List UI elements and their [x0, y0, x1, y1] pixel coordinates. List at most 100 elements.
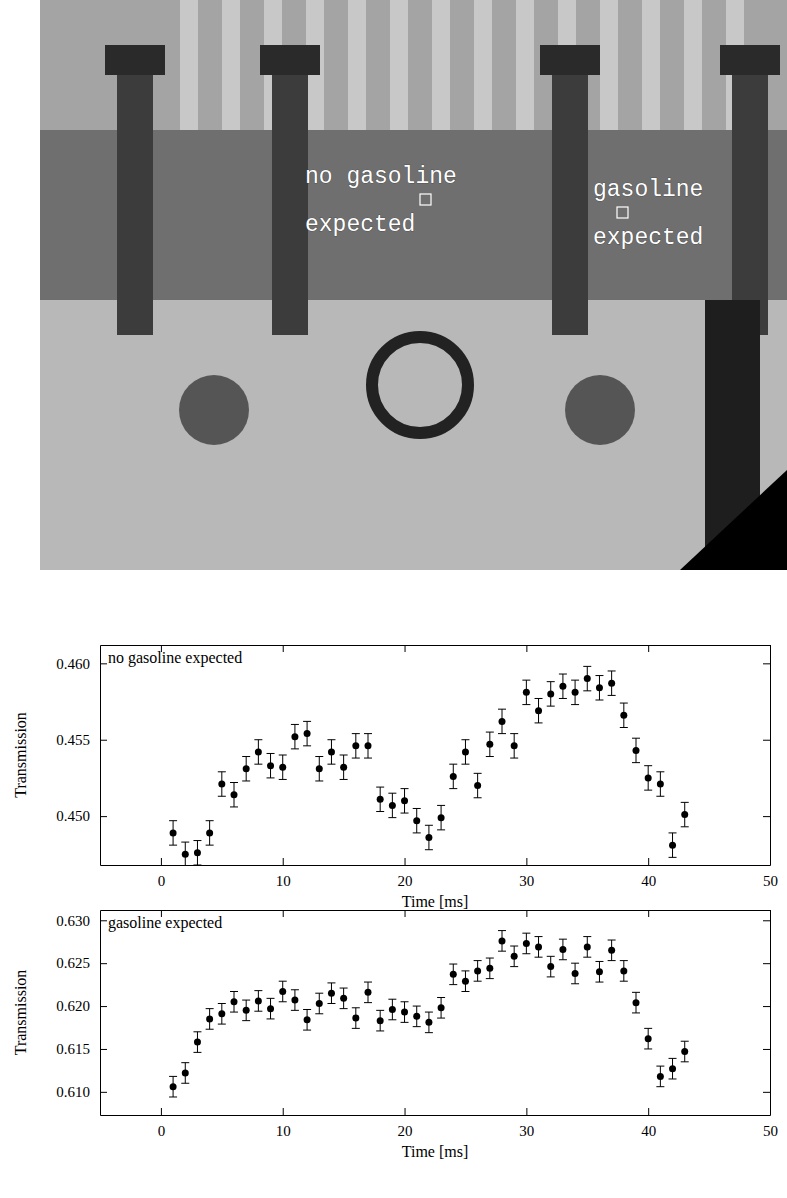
tick: 20 [398, 858, 413, 889]
tick-mark [100, 1049, 107, 1050]
error-bar [522, 680, 530, 704]
error-bar [352, 734, 360, 758]
error-bar-cap [547, 976, 555, 977]
point [279, 988, 286, 995]
error-bar-cap [315, 756, 323, 757]
point [596, 684, 603, 691]
tick-mark [283, 645, 284, 652]
error-bar-cap [279, 1001, 287, 1002]
error-bar [206, 1009, 214, 1030]
error-bar-cap [632, 738, 640, 739]
tick-mark [763, 1092, 770, 1093]
point [633, 747, 640, 754]
error-bar-cap [595, 982, 603, 983]
image-background [40, 0, 787, 570]
point [559, 683, 566, 690]
tick-label: 20 [398, 873, 413, 889]
error-bar-cap [608, 960, 616, 961]
error-bar-cap [583, 936, 591, 937]
annotation: no gasoline expected [305, 164, 457, 238]
point [352, 742, 359, 749]
tick-mark [161, 1108, 162, 1115]
ring [372, 337, 468, 433]
error-bar-cap [169, 820, 177, 821]
error-bar-cap [401, 1001, 409, 1002]
axis-line [101, 910, 771, 911]
tick [763, 663, 770, 664]
point [389, 802, 396, 809]
point [645, 1035, 652, 1042]
error-bar [522, 933, 530, 954]
error-bar-cap [413, 1006, 421, 1007]
error-bar-cap [169, 1076, 177, 1077]
point [523, 689, 530, 696]
annotation-text: no gasoline [305, 164, 457, 190]
tick-mark [763, 1006, 770, 1007]
error-bar [401, 1002, 409, 1023]
error-bar [656, 1066, 664, 1087]
error-bar [291, 990, 299, 1011]
point [377, 796, 384, 803]
point [352, 1015, 359, 1022]
error-bar-cap [559, 698, 567, 699]
error-bar [401, 789, 409, 813]
error-bar-cap [632, 762, 640, 763]
error-bar [669, 833, 677, 857]
error-bar [510, 946, 518, 967]
error-bar-cap [352, 1007, 360, 1008]
point [499, 718, 506, 725]
error-bar [595, 961, 603, 982]
error-bar-cap [181, 1062, 189, 1063]
error-bar-cap [620, 703, 628, 704]
error-bar-cap [449, 964, 457, 965]
error-bar-cap [291, 724, 299, 725]
error-bar [267, 998, 275, 1019]
axis: 01020304050 [101, 858, 779, 889]
error-bar [291, 724, 299, 748]
axis: 0.4500.4550.460 [56, 646, 107, 866]
error-bar-cap [656, 796, 664, 797]
error-bar-cap [340, 755, 348, 756]
error-bar-cap [242, 756, 250, 757]
axis: 01020304050 [101, 1108, 779, 1139]
error-bar-cap [669, 1078, 677, 1079]
error-bar-cap [669, 1058, 677, 1059]
tick: 0.610 [56, 1084, 107, 1100]
tick-mark [100, 963, 107, 964]
point [291, 997, 298, 1004]
error-bar-cap [461, 739, 469, 740]
error-bar [327, 740, 335, 764]
error-bar-cap [340, 1008, 348, 1009]
tick-label: 30 [519, 873, 534, 889]
annotation-text: gasoline [593, 177, 703, 203]
tick: 20 [398, 1108, 413, 1139]
error-bar-cap [327, 764, 335, 765]
error-bar [595, 676, 603, 700]
error-bar-cap [510, 758, 518, 759]
point [486, 965, 493, 972]
error-bar-cap [632, 1012, 640, 1013]
tick-label: 0.625 [56, 955, 90, 971]
tick-mark [100, 663, 107, 664]
point [523, 940, 530, 947]
error-bar-cap [461, 991, 469, 992]
error-bar-cap [413, 808, 421, 809]
annotation-text: expected [305, 212, 415, 238]
tick-mark [648, 910, 649, 917]
error-bar-cap [230, 1012, 238, 1013]
point [669, 842, 676, 849]
error-bar [425, 825, 433, 849]
error-bar-cap [291, 1010, 299, 1011]
chart-title: gasoline expected [108, 914, 222, 932]
tick [763, 740, 770, 741]
error-bar [193, 841, 201, 865]
tick: 0.620 [56, 998, 107, 1014]
point [584, 675, 591, 682]
axis-line [100, 911, 101, 1116]
plot-area [169, 931, 689, 1097]
point [255, 997, 262, 1004]
tick-label: 20 [398, 1123, 413, 1139]
tick [283, 645, 284, 652]
point [547, 690, 554, 697]
point [547, 963, 554, 970]
